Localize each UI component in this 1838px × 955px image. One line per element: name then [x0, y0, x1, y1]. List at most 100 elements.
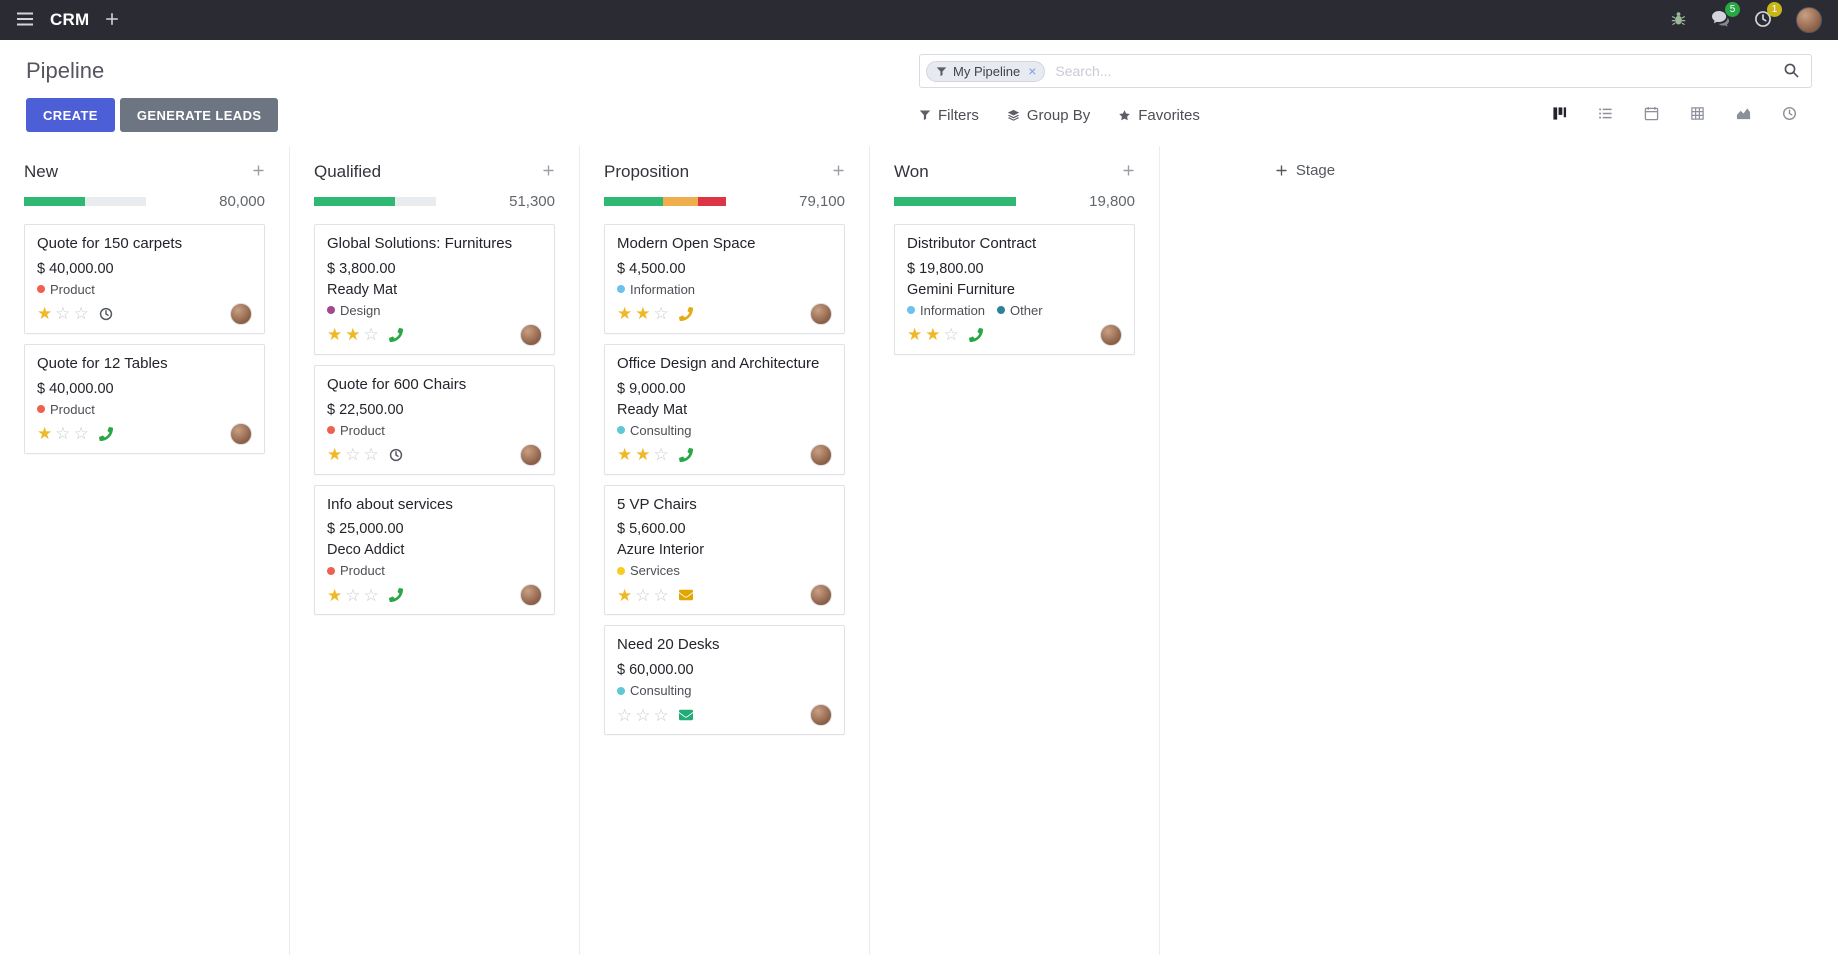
- activity-phone-icon[interactable]: [968, 327, 983, 342]
- priority-star[interactable]: ☆: [363, 325, 379, 345]
- add-stage-button[interactable]: Stage: [1275, 162, 1335, 179]
- priority-star[interactable]: ★: [327, 585, 343, 605]
- column-title[interactable]: New: [24, 162, 59, 181]
- priority-star[interactable]: ☆: [943, 325, 959, 345]
- kanban-card[interactable]: Need 20 Desks $ 60,000.00 Consulting ☆ ☆ ☆: [604, 625, 845, 735]
- priority-star[interactable]: ☆: [653, 445, 669, 464]
- view-switch-kanban[interactable]: [1536, 98, 1582, 132]
- priority-star[interactable]: ★: [37, 424, 53, 443]
- salesperson-avatar[interactable]: [230, 422, 252, 445]
- salesperson-avatar[interactable]: [230, 302, 252, 325]
- generate-leads-button[interactable]: GENERATE LEADS: [119, 98, 279, 132]
- column-progressbar[interactable]: [24, 197, 146, 206]
- activities-button[interactable]: 1: [1752, 1, 1782, 33]
- priority-star[interactable]: ★: [327, 445, 343, 464]
- priority-star[interactable]: ☆: [55, 304, 71, 324]
- salesperson-avatar[interactable]: [1100, 323, 1122, 346]
- priority-star[interactable]: ☆: [635, 585, 651, 605]
- priority-star[interactable]: ★: [635, 445, 651, 464]
- search-button[interactable]: [1777, 58, 1805, 85]
- column-progressbar[interactable]: [314, 197, 436, 206]
- view-switch-pivot[interactable]: [1674, 98, 1720, 132]
- column-quick-create-button[interactable]: [542, 164, 555, 180]
- column-progressbar[interactable]: [604, 197, 726, 206]
- priority-star[interactable]: ☆: [73, 304, 89, 324]
- salesperson-avatar[interactable]: [810, 443, 832, 466]
- salesperson-avatar[interactable]: [810, 584, 832, 607]
- priority-star[interactable]: ☆: [617, 705, 633, 725]
- column-title[interactable]: Won: [894, 162, 929, 181]
- priority-star[interactable]: ★: [617, 304, 633, 324]
- app-name[interactable]: CRM: [50, 10, 90, 29]
- column-quick-create-button[interactable]: [832, 164, 845, 180]
- priority-star[interactable]: ★: [37, 304, 53, 324]
- topbar-plus-button[interactable]: [103, 10, 121, 31]
- menu-toggle-button[interactable]: [14, 10, 36, 31]
- tag-color-dot: [617, 566, 625, 575]
- activity-clock-icon[interactable]: [389, 448, 403, 462]
- priority-star[interactable]: ☆: [363, 585, 379, 605]
- create-button[interactable]: CREATE: [26, 98, 115, 132]
- priority-star[interactable]: ☆: [363, 445, 379, 464]
- priority-star[interactable]: ★: [907, 325, 923, 345]
- facet-remove-button[interactable]: ×: [1028, 63, 1037, 79]
- salesperson-avatar[interactable]: [520, 323, 542, 346]
- priority-star[interactable]: ☆: [635, 705, 651, 725]
- priority-star[interactable]: ☆: [345, 445, 361, 464]
- priority-star[interactable]: ☆: [653, 585, 669, 605]
- priority-star[interactable]: ★: [635, 304, 651, 324]
- priority-star[interactable]: ★: [617, 585, 633, 605]
- kanban-card[interactable]: 5 VP Chairs $ 5,600.00 Azure Interior Servi…: [604, 484, 845, 616]
- activity-phone-icon[interactable]: [388, 588, 403, 603]
- activity-mail-icon[interactable]: [678, 708, 693, 722]
- view-switch-calendar[interactable]: [1628, 98, 1674, 132]
- groupby-menu-button[interactable]: Group By: [1007, 107, 1090, 124]
- priority-star[interactable]: ☆: [73, 424, 89, 443]
- column-quick-create-button[interactable]: [1122, 164, 1135, 180]
- priority-star[interactable]: ☆: [653, 705, 669, 725]
- activity-mail-icon[interactable]: [678, 588, 693, 602]
- priority-star[interactable]: ☆: [55, 424, 71, 443]
- salesperson-avatar[interactable]: [810, 704, 832, 726]
- search-input[interactable]: [1045, 63, 1777, 79]
- kanban-card[interactable]: Info about services $ 25,000.00 Deco Addic…: [314, 484, 555, 616]
- view-switch-list[interactable]: [1582, 98, 1628, 132]
- priority-star[interactable]: ★: [327, 325, 343, 345]
- activity-clock-icon[interactable]: [99, 307, 113, 321]
- kanban-card[interactable]: Distributor Contract $ 19,800.00 Gemini Fu…: [894, 224, 1135, 355]
- card-expected-revenue: $ 19,800.00: [907, 260, 984, 277]
- view-switch-graph[interactable]: [1720, 98, 1766, 132]
- activity-phone-icon[interactable]: [678, 447, 693, 462]
- kanban-card[interactable]: Quote for 600 Chairs $ 22,500.00 Product ★ ☆…: [314, 364, 555, 475]
- kanban-view-icon: [1552, 106, 1567, 124]
- card-title: Distributor Contract: [907, 235, 1037, 252]
- salesperson-avatar[interactable]: [520, 443, 542, 466]
- column-title[interactable]: Proposition: [604, 162, 690, 181]
- priority-star[interactable]: ☆: [653, 304, 669, 324]
- kanban-card[interactable]: Quote for 12 Tables $ 40,000.00 Product ★ ☆ ☆: [24, 343, 265, 454]
- debug-button[interactable]: [1668, 8, 1689, 32]
- priority-star[interactable]: ★: [617, 445, 633, 464]
- salesperson-avatar[interactable]: [520, 584, 542, 607]
- favorites-menu-button[interactable]: Favorites: [1118, 107, 1200, 124]
- activity-phone-icon[interactable]: [98, 426, 113, 441]
- column-title[interactable]: Qualified: [314, 162, 382, 181]
- view-switch-activity[interactable]: [1766, 98, 1812, 132]
- kanban-card[interactable]: Office Design and Architecture $ 9,000.00…: [604, 343, 845, 475]
- card-expected-revenue: $ 9,000.00: [617, 380, 686, 397]
- activity-phone-icon[interactable]: [678, 306, 693, 321]
- filters-label: Filters: [938, 106, 979, 124]
- priority-star[interactable]: ★: [345, 325, 361, 345]
- column-progressbar[interactable]: [894, 197, 1016, 206]
- kanban-card[interactable]: Quote for 150 carpets $ 40,000.00 Product ★…: [24, 224, 265, 334]
- messages-button[interactable]: 5: [1709, 2, 1740, 32]
- priority-star[interactable]: ☆: [345, 585, 361, 605]
- kanban-card[interactable]: Modern Open Space $ 4,500.00 Information ★ ★…: [604, 224, 845, 334]
- priority-star[interactable]: ★: [925, 325, 941, 345]
- filters-menu-button[interactable]: Filters: [919, 107, 979, 124]
- activity-phone-icon[interactable]: [388, 327, 403, 342]
- salesperson-avatar[interactable]: [810, 302, 832, 325]
- user-menu-button[interactable]: [1794, 5, 1824, 35]
- kanban-card[interactable]: Global Solutions: Furnitures $ 3,800.00 Re…: [314, 224, 555, 355]
- column-quick-create-button[interactable]: [252, 164, 265, 180]
